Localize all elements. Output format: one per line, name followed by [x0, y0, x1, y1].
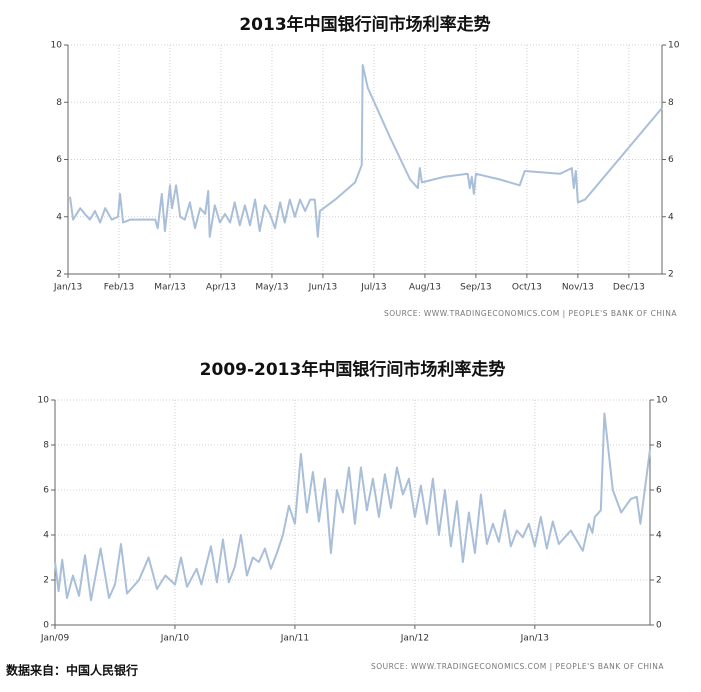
- x-tick-label: May/13: [255, 283, 288, 293]
- y-tick-label: 10: [38, 396, 50, 406]
- y-tick-label: 4: [43, 531, 49, 541]
- x-tick-label: Feb/13: [104, 283, 134, 293]
- y2-tick-label: 4: [668, 212, 674, 222]
- y-tick-label: 6: [43, 486, 49, 496]
- line-series: [54, 412, 651, 602]
- x-tick-label: Nov/13: [562, 283, 594, 293]
- x-tick-label: Aug/13: [409, 283, 441, 293]
- y2-tick-label: 8: [668, 98, 674, 108]
- y-tick-label: 0: [43, 621, 49, 631]
- x-tick-label: Jan/13: [53, 283, 82, 293]
- footer: 数据来自：中国人民银行: [6, 663, 138, 678]
- y2-tick-label: 8: [656, 441, 662, 451]
- y2-tick-label: 2: [668, 270, 674, 280]
- y2-tick-label: 0: [656, 621, 662, 631]
- x-tick-label: Mar/13: [154, 283, 185, 293]
- chart-title: 2009-2013年中国银行间市场利率走势: [200, 359, 506, 380]
- x-tick-label: Jan/13: [520, 634, 549, 644]
- x-tick-label: Dec/13: [613, 283, 645, 293]
- y2-tick-label: 10: [656, 396, 668, 406]
- x-tick-label: Jun/13: [308, 283, 338, 293]
- y-tick-label: 2: [56, 270, 62, 280]
- y2-tick-label: 6: [656, 486, 662, 496]
- y2-tick-label: 6: [668, 155, 674, 165]
- y-tick-label: 6: [56, 155, 62, 165]
- x-tick-label: Jan/11: [280, 634, 309, 644]
- y-tick-label: 4: [56, 212, 62, 222]
- y2-tick-label: 2: [656, 576, 662, 586]
- y-tick-label: 10: [51, 41, 63, 51]
- source: SOURCE: WWW.TRADINGECONOMICS.COM | PEOPL…: [384, 309, 677, 318]
- y-tick-label: 2: [43, 576, 49, 586]
- y-tick-label: 8: [56, 98, 62, 108]
- y2-tick-label: 10: [668, 41, 680, 51]
- source: SOURCE: WWW.TRADINGECONOMICS.COM | PEOPL…: [371, 662, 664, 671]
- x-tick-label: Jan/09: [40, 634, 70, 644]
- x-tick-label: Sep/13: [460, 283, 491, 293]
- x-tick-label: Jul/13: [360, 283, 386, 293]
- y-tick-label: 8: [43, 441, 49, 451]
- x-tick-label: Apr/13: [206, 283, 236, 293]
- x-tick-label: Oct/13: [512, 283, 542, 293]
- x-tick-label: Jan/12: [400, 634, 429, 644]
- y2-tick-label: 4: [656, 531, 662, 541]
- line-series: [69, 64, 663, 238]
- chart-title: 2013年中国银行间市场利率走势: [239, 14, 490, 35]
- x-tick-label: Jan/10: [160, 634, 190, 644]
